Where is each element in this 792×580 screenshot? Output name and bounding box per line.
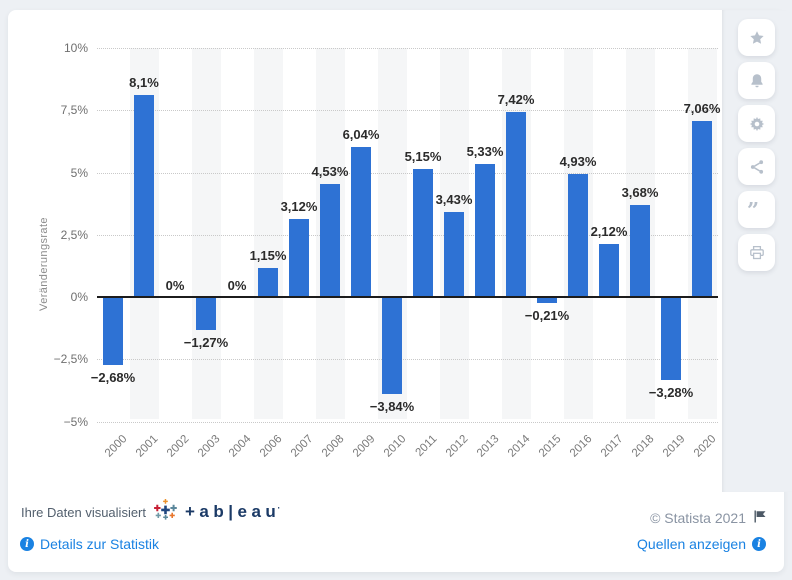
bar-2008[interactable]	[320, 184, 340, 297]
info-icon: i	[752, 537, 766, 551]
column-band	[191, 48, 221, 419]
flag-icon	[753, 510, 766, 526]
bar-value-label: 3,43%	[435, 191, 473, 207]
y-tick-label: −2,5%	[53, 352, 88, 367]
bar-2011[interactable]	[413, 168, 433, 297]
bar-2016[interactable]	[568, 174, 588, 297]
tableau-wordmark: +ab|eau ·	[185, 502, 285, 521]
bar-value-label: −1,27%	[183, 334, 229, 350]
bar-value-label: −2,68%	[90, 369, 136, 385]
bar-2020[interactable]	[692, 121, 712, 297]
bar-2019[interactable]	[661, 298, 681, 380]
favorite-button[interactable]	[738, 19, 775, 56]
bar-value-label: 0%	[227, 278, 247, 293]
zero-axis-line	[97, 296, 718, 298]
bell-icon	[749, 73, 765, 89]
bar-value-label: 3,12%	[280, 199, 318, 215]
bar-2003[interactable]	[196, 298, 216, 330]
details-link[interactable]: i Details zur Statistik	[20, 536, 159, 552]
print-button[interactable]	[738, 234, 775, 271]
bar-2015[interactable]	[537, 298, 557, 304]
bar-value-label: 7,42%	[497, 92, 535, 108]
bar-value-label: 5,15%	[404, 148, 442, 164]
bar-value-label: 2,12%	[590, 224, 628, 240]
gridline	[97, 110, 718, 112]
bar-2014[interactable]	[506, 112, 526, 297]
bar-2007[interactable]	[289, 219, 309, 297]
bar-value-label: 0%	[165, 278, 185, 293]
cite-button[interactable]: ”	[738, 191, 775, 228]
y-axis-title: Veränderungsrate	[38, 217, 50, 311]
bar-value-label: −0,21%	[524, 308, 570, 324]
bar-2012[interactable]	[444, 211, 464, 297]
bar-2009[interactable]	[351, 146, 371, 297]
y-tick-label: 10%	[63, 41, 88, 55]
tableau-logo-icon	[154, 498, 177, 526]
bar-2000[interactable]	[103, 298, 123, 365]
gridline	[97, 234, 718, 236]
copyright-text: © Statista 2021	[650, 510, 746, 526]
bar-value-label: 7,06%	[683, 101, 721, 117]
footer-visualized-by: Ihre Daten visualisiert +ab|eau ·	[21, 498, 288, 526]
y-tick-label: −5%	[63, 414, 88, 429]
bar-value-label: 8,1%	[129, 75, 159, 91]
copyright: © Statista 2021	[650, 510, 766, 526]
bar-2010[interactable]	[382, 298, 402, 394]
bar-2013[interactable]	[475, 164, 495, 297]
details-link-label: Details zur Statistik	[40, 536, 160, 552]
bar-2017[interactable]	[599, 244, 619, 297]
bar-value-label: 3,68%	[621, 185, 659, 201]
settings-button[interactable]	[738, 105, 775, 142]
bar-value-label: 5,33%	[466, 144, 504, 160]
y-tick-label: 0%	[70, 290, 88, 304]
y-tick-label: 7,5%	[60, 103, 88, 118]
bar-2018[interactable]	[630, 205, 650, 297]
bar-2001[interactable]	[134, 95, 154, 297]
bar-value-label: 4,53%	[311, 164, 349, 180]
share-icon	[749, 159, 765, 175]
visualized-by-text: Ihre Daten visualisiert	[21, 504, 146, 520]
tableau-trademark: ·	[277, 503, 285, 513]
sources-link[interactable]: Quellen anzeigen i	[637, 536, 766, 552]
bar-value-label: −3,28%	[648, 384, 694, 400]
bar-value-label: −3,84%	[369, 398, 415, 414]
bar-2006[interactable]	[258, 268, 278, 297]
column-band	[253, 48, 283, 419]
printer-icon	[749, 245, 765, 261]
sources-link-label: Quellen anzeigen	[637, 536, 746, 552]
bar-value-label: 4,93%	[559, 154, 597, 170]
notifications-button[interactable]	[738, 62, 775, 99]
gridline	[97, 48, 718, 49]
y-tick-label: 2,5%	[60, 227, 88, 242]
star-icon	[749, 30, 765, 46]
svg-text:”: ”	[748, 202, 759, 218]
share-button[interactable]	[738, 148, 775, 185]
bar-value-label: 6,04%	[342, 126, 380, 142]
gear-icon	[749, 116, 765, 132]
y-tick-label: 5%	[70, 165, 88, 180]
gridline	[97, 172, 718, 174]
quote-icon: ”	[748, 202, 765, 218]
gridline	[97, 359, 718, 361]
bar-value-label: 1,15%	[249, 248, 287, 264]
info-icon: i	[20, 537, 34, 551]
gridline	[97, 421, 718, 423]
